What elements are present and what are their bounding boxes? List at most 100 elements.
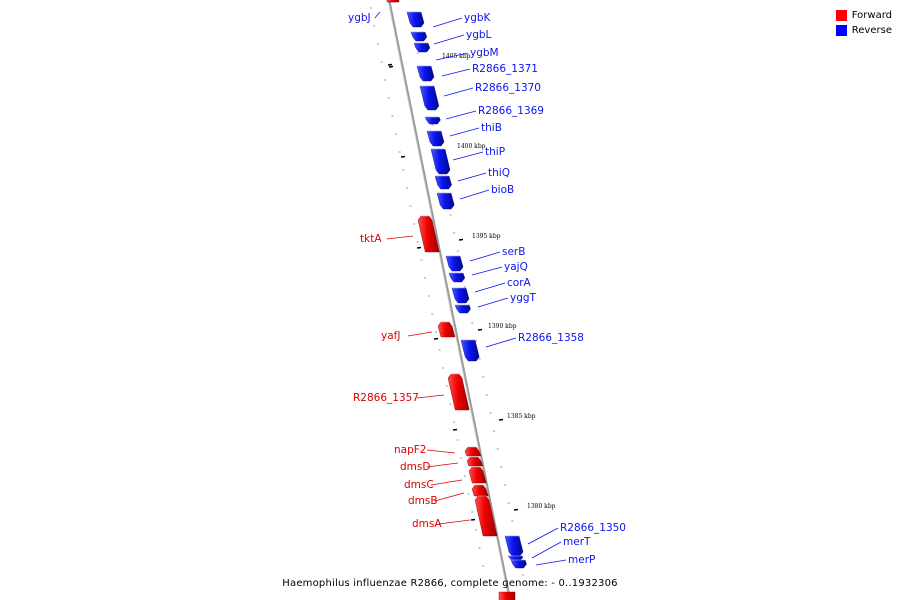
gene-biob bbox=[436, 192, 455, 210]
gene-thib bbox=[426, 130, 445, 147]
gene-label: R2866_1358 bbox=[518, 332, 584, 344]
gene-label: ygbM bbox=[470, 47, 499, 59]
gene-partial bbox=[498, 591, 516, 600]
gene-shape bbox=[437, 321, 456, 338]
gene-shape bbox=[460, 339, 480, 362]
gene-shape bbox=[410, 31, 428, 42]
gene-leader bbox=[531, 541, 562, 559]
tick-label: 1405 kbp bbox=[442, 53, 471, 60]
gene-label: ygbJ bbox=[348, 12, 371, 24]
gene-leader bbox=[477, 297, 509, 308]
gene-leader bbox=[452, 151, 484, 161]
gene-leader bbox=[535, 559, 567, 566]
gene-label: dmsD bbox=[400, 461, 430, 473]
gene-dmsc bbox=[468, 466, 487, 484]
gene-label: dmsA bbox=[412, 518, 442, 530]
gene-ygbm bbox=[413, 42, 431, 53]
gene-leader bbox=[485, 337, 517, 348]
gene-leader bbox=[474, 282, 506, 293]
gene-leader bbox=[527, 527, 559, 545]
gene-label: dmsC bbox=[404, 479, 434, 491]
gene-thip bbox=[430, 148, 451, 175]
gene-leader bbox=[469, 251, 501, 262]
gene-leader bbox=[471, 266, 503, 276]
gene-label: corA bbox=[507, 277, 532, 289]
gene-label: merP bbox=[568, 554, 595, 566]
tick-marks: 1405 kbp 1400 kbp 1395 kbp 1390 kbp 1385 kbp… bbox=[387, 53, 556, 521]
gene-shape bbox=[454, 304, 471, 314]
gene-shape bbox=[424, 116, 441, 125]
legend-reverse: Reverse bbox=[835, 23, 892, 38]
major-tick bbox=[470, 518, 476, 521]
gene-serb bbox=[445, 255, 464, 272]
legend: Forward Reverse bbox=[835, 8, 892, 38]
legend-forward: Forward bbox=[835, 8, 892, 23]
gene-label: thiP bbox=[485, 146, 505, 158]
gene-leader bbox=[426, 462, 459, 468]
gene-shape bbox=[406, 11, 425, 28]
gene-label: yggT bbox=[510, 292, 537, 304]
tick-label: 1395 kbp bbox=[472, 233, 501, 240]
genome-caption: Haemophilus influenzae R2866, complete g… bbox=[282, 578, 618, 589]
gene-leader bbox=[433, 34, 465, 45]
major-tick bbox=[498, 418, 504, 421]
gene-shape bbox=[430, 148, 451, 175]
gene-label: bioB bbox=[491, 184, 514, 196]
gene-shape bbox=[445, 255, 464, 272]
forward-swatch bbox=[835, 10, 847, 21]
gene-label: merT bbox=[563, 536, 591, 548]
gene-yggt bbox=[454, 304, 471, 314]
gene-thiq bbox=[434, 175, 452, 190]
genome-axis bbox=[387, 0, 512, 600]
gene-label: serB bbox=[502, 246, 525, 258]
gene-leader bbox=[386, 235, 414, 240]
gene-shape bbox=[434, 175, 452, 190]
gene-shape bbox=[436, 192, 455, 210]
gene-label: yafJ bbox=[381, 330, 400, 342]
gene-shape bbox=[419, 85, 440, 111]
gene-shape bbox=[448, 272, 466, 283]
gene-r2866-1357 bbox=[447, 373, 470, 411]
gene-leader bbox=[374, 11, 381, 19]
gene-shape bbox=[426, 130, 445, 147]
gene-features bbox=[386, 0, 527, 600]
gene-label: tktA bbox=[360, 233, 382, 245]
major-tick bbox=[452, 428, 458, 431]
reverse-swatch bbox=[835, 25, 847, 36]
tick-label: 1380 kbp bbox=[527, 503, 556, 510]
gene-leader bbox=[457, 172, 487, 182]
gene-label: thiQ bbox=[488, 167, 510, 179]
major-tick bbox=[477, 328, 483, 331]
legend-reverse-label: Reverse bbox=[851, 25, 892, 36]
major-tick bbox=[458, 238, 464, 241]
gene-partial bbox=[386, 0, 400, 3]
legend-forward-label: Forward bbox=[851, 10, 892, 21]
gene-label: R2866_1370 bbox=[475, 82, 541, 94]
tick-label: 1385 kbp bbox=[507, 413, 536, 420]
major-tick bbox=[400, 155, 406, 158]
gene-label: dmsB bbox=[408, 495, 438, 507]
major-tick bbox=[416, 246, 422, 249]
gene-label: ygbL bbox=[466, 29, 492, 41]
gene-yajq bbox=[448, 272, 466, 283]
gene-leader bbox=[430, 479, 463, 486]
major-tick bbox=[388, 65, 394, 68]
gene-label: R2866_1357 bbox=[353, 392, 419, 404]
gene-dmsd bbox=[466, 456, 484, 467]
gene-merp bbox=[510, 559, 527, 569]
gene-leader bbox=[445, 110, 477, 120]
major-tick bbox=[433, 337, 439, 340]
gene-label: R2866_1350 bbox=[560, 522, 626, 534]
gene-napf2 bbox=[464, 446, 482, 457]
gene-r2866-1370 bbox=[419, 85, 440, 111]
major-tick bbox=[387, 63, 393, 66]
gene-label: R2866_1369 bbox=[478, 105, 544, 117]
gene-leader bbox=[432, 17, 463, 28]
gene-dmsa bbox=[474, 495, 498, 537]
gene-leader bbox=[434, 492, 465, 502]
gene-label: ygbK bbox=[464, 12, 492, 24]
gene-leader bbox=[416, 394, 445, 399]
gene-shape bbox=[510, 559, 527, 569]
gene-leader bbox=[459, 189, 490, 200]
